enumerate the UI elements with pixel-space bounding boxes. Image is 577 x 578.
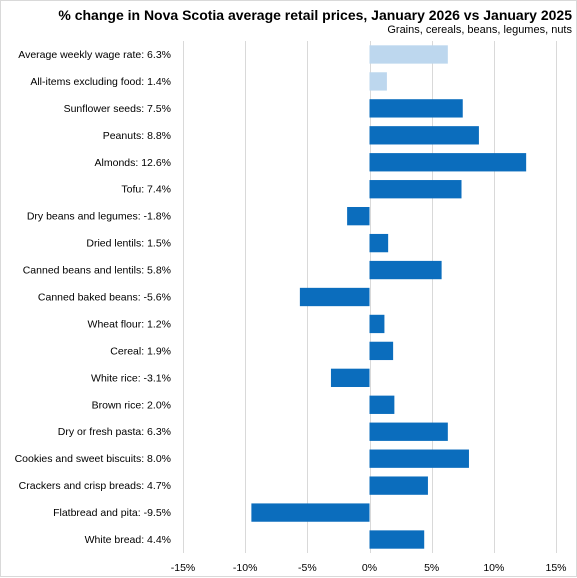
category-label: Peanuts: 8.8% (103, 130, 171, 142)
bar (369, 260, 442, 280)
category-label: White rice: -3.1% (91, 372, 171, 384)
category-label: Canned beans and lentils: 5.8% (23, 265, 171, 277)
bar (369, 422, 448, 441)
category-label: Flatbread and pita: -9.5% (53, 507, 171, 519)
bar (251, 503, 370, 522)
category-label: Tofu: 7.4% (121, 184, 171, 196)
x-tick-label: -10% (233, 562, 258, 574)
bar (369, 45, 448, 64)
category-label: Cereal: 1.9% (110, 345, 171, 357)
category-label: Almonds: 12.6% (95, 157, 171, 169)
category-label: Average weekly wage rate: 6.3% (18, 49, 171, 61)
category-label: Crackers and crisp breads: 4.7% (19, 480, 171, 492)
bar (369, 180, 462, 199)
bar (369, 314, 385, 334)
bar (369, 449, 469, 468)
bar (369, 341, 394, 361)
x-tick-label: 10% (483, 562, 504, 574)
x-axis-tick-labels: -15% -10% -5% 0% 5% 10% 15% (171, 562, 567, 574)
bar (369, 72, 387, 91)
category-label: Wheat flour: 1.2% (88, 318, 171, 330)
gridlines (183, 41, 557, 553)
category-label: White bread: 4.4% (85, 534, 171, 546)
x-tick-label: -15% (171, 562, 196, 574)
bar (330, 368, 370, 388)
bar (369, 530, 425, 549)
category-label: All-items excluding food: 1.4% (30, 76, 171, 88)
category-label: Brown rice: 2.0% (92, 399, 171, 411)
category-labels: Average weekly wage rate: 6.3% All-items … (15, 49, 171, 546)
category-label: Dry or fresh pasta: 6.3% (58, 426, 171, 438)
chart-title: % change in Nova Scotia average retail p… (58, 7, 572, 23)
bar (299, 287, 370, 307)
category-label: Cookies and sweet biscuits: 8.0% (15, 453, 171, 465)
bar (369, 126, 479, 145)
bar (369, 233, 389, 253)
bar (369, 153, 527, 172)
category-label: Dried lentils: 1.5% (86, 238, 171, 250)
x-tick-label: 0% (362, 562, 377, 574)
bars (251, 45, 527, 549)
bar (369, 395, 395, 414)
category-label: Dry beans and legumes: -1.8% (27, 211, 171, 223)
x-tick-label: -5% (298, 562, 317, 574)
x-tick-label: 15% (545, 562, 566, 574)
bar (369, 99, 463, 118)
bar (369, 476, 428, 495)
category-label: Sunflower seeds: 7.5% (64, 103, 171, 115)
bar (347, 206, 370, 226)
category-label: Canned baked beans: -5.6% (38, 292, 171, 304)
chart-subtitle: Grains, cereals, beans, legumes, nuts (387, 24, 572, 36)
x-tick-label: 5% (424, 562, 439, 574)
